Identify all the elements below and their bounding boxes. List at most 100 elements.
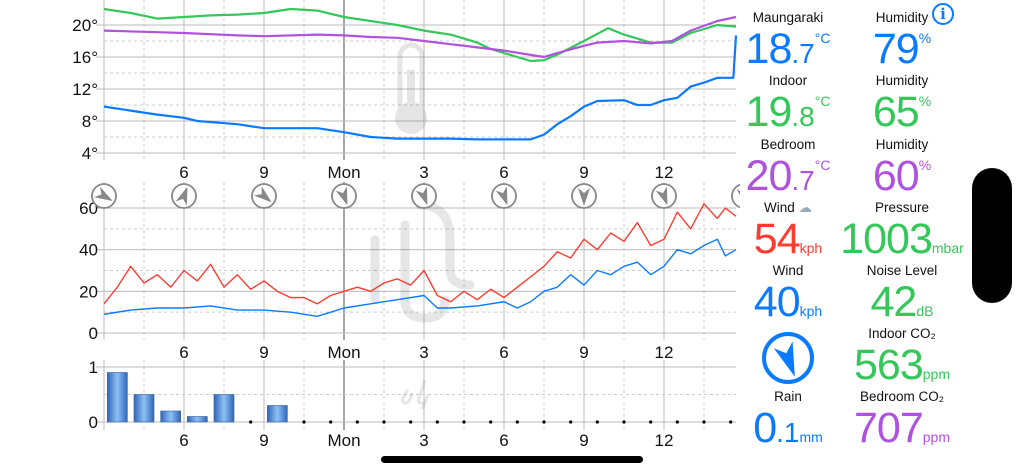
- x-tick-label: 6: [179, 431, 188, 450]
- rain-zero-dot: [435, 420, 439, 424]
- wind-series-blue: [103, 238, 737, 318]
- temp-series-green: [103, 7, 737, 63]
- y-tick-label: 0: [89, 324, 98, 343]
- reading-unit: kph: [799, 303, 823, 319]
- rain-zero-dot: [382, 420, 386, 424]
- x-tick-label: 6: [179, 343, 188, 362]
- reading-value: 18: [745, 25, 793, 73]
- reading-left-3[interactable]: Wind ☁ 54 kph: [738, 200, 838, 263]
- wind-direction-icon: [171, 183, 197, 209]
- y-tick-label: 0: [89, 413, 98, 432]
- reading-decimal: .8: [791, 101, 815, 132]
- reading-right-1[interactable]: Humidity 65%: [840, 73, 964, 136]
- reading-left-2[interactable]: Bedroom 20.7 °C: [738, 137, 838, 200]
- wind-direction-icon: [491, 183, 517, 209]
- reading-value: 40: [753, 278, 801, 326]
- reading-decimal: .7: [791, 165, 815, 196]
- x-tick-label: 9: [579, 431, 588, 450]
- reading-label: Indoor CO₂: [868, 326, 936, 341]
- rain-zero-dot: [302, 420, 306, 424]
- rain-bar: [133, 394, 155, 423]
- reading-value: 20: [745, 152, 793, 200]
- x-tick-label: Mon: [327, 431, 360, 450]
- reading-left-4[interactable]: Wind 40 kph: [738, 263, 838, 326]
- rain-zero-dot: [675, 420, 679, 424]
- reading-left-6[interactable]: Rain 0.1 mm: [738, 389, 838, 452]
- reading-value: 19: [745, 88, 793, 136]
- reading-left-5[interactable]: [738, 326, 838, 389]
- reading-unit: °C: [814, 93, 831, 109]
- weather-charts: 6 9 Mon 3 6 9 124°8°12°16°20°6 9 Mon 3 6 9 120204060…: [72, 0, 740, 450]
- temp-series-purple: [103, 15, 737, 59]
- wind-direction-icon: [251, 183, 277, 209]
- wind-direction-icon: [91, 183, 117, 209]
- thermometer-watermark-icon: [395, 42, 427, 134]
- rain-zero-dot: [355, 420, 359, 424]
- rain-watermark-icon: [401, 379, 430, 410]
- reading-label: Indoor: [768, 73, 808, 88]
- y-tick-label: 16°: [72, 48, 98, 67]
- reading-value: 79: [872, 25, 920, 73]
- rain-bar: [187, 416, 208, 423]
- rain-zero-dot: [409, 420, 413, 424]
- rain-zero-dot: [702, 420, 706, 424]
- x-tick-label: 9: [579, 163, 588, 182]
- x-tick-label: Mon: [327, 163, 360, 182]
- reading-label: Bedroom CO₂: [859, 389, 945, 404]
- reading-decimal: .1: [776, 417, 800, 448]
- x-tick-label: 6: [499, 163, 508, 182]
- reading-label: Humidity: [875, 10, 929, 25]
- reading-right-2[interactable]: Humidity 60%: [840, 137, 964, 200]
- reading-right-0[interactable]: Humidity 79%: [840, 10, 964, 73]
- y-tick-label: 4°: [82, 144, 98, 163]
- home-indicator[interactable]: [381, 456, 643, 463]
- reading-value: 60: [872, 152, 920, 200]
- x-tick-label: 3: [419, 343, 428, 362]
- reading-unit: %: [918, 30, 932, 46]
- reading-label: Humidity: [875, 73, 929, 88]
- rain-zero-dot: [329, 420, 333, 424]
- reading-unit: dB: [916, 303, 934, 319]
- reading-unit: ppm: [922, 429, 950, 445]
- wind-direction-icon: [651, 183, 677, 209]
- reading-unit: %: [918, 93, 932, 109]
- rain-bar: [267, 405, 288, 423]
- reading-right-4[interactable]: Noise Level 42 dB: [840, 263, 964, 326]
- reading-value: 0: [753, 404, 777, 452]
- reading-unit: %: [918, 157, 932, 173]
- rain-zero-dot: [462, 420, 466, 424]
- x-tick-label: Mon: [327, 343, 360, 362]
- reading-unit: °C: [814, 157, 831, 173]
- side-drag-handle[interactable]: [972, 168, 1012, 303]
- reading-left-1[interactable]: Indoor 19.8 °C: [738, 73, 838, 136]
- reading-value: 54: [753, 215, 801, 263]
- reading-right-3[interactable]: Pressure 1003 mbar: [840, 200, 964, 263]
- x-tick-label: 12: [655, 343, 674, 362]
- reading-left-0[interactable]: Maungaraki 18.7 °C: [738, 10, 838, 73]
- reading-label: Pressure: [874, 200, 930, 215]
- y-tick-label: 60: [79, 199, 98, 218]
- rain-zero-dot: [542, 420, 546, 424]
- rain-zero-dot: [595, 420, 599, 424]
- reading-unit: mm: [799, 429, 823, 445]
- reading-right-5[interactable]: Indoor CO₂ 563 ppm: [840, 326, 964, 389]
- reading-right-6[interactable]: Bedroom CO₂ 707 ppm: [840, 389, 964, 452]
- reading-unit: °C: [814, 30, 831, 46]
- x-tick-label: 3: [419, 163, 428, 182]
- x-tick-label: 12: [655, 431, 674, 450]
- rain-bar: [160, 410, 181, 423]
- rain-zero-dot: [622, 420, 626, 424]
- y-tick-label: 20: [79, 282, 98, 301]
- reading-unit: mbar: [931, 240, 964, 256]
- x-tick-label: 9: [259, 431, 268, 450]
- info-icon[interactable]: i: [932, 3, 954, 25]
- y-tick-label: 8°: [82, 112, 98, 131]
- rain-zero-dot: [649, 420, 653, 424]
- reading-value: 707: [854, 404, 924, 452]
- reading-value: 1003: [840, 215, 933, 263]
- reading-label: Maungaraki: [752, 10, 824, 25]
- rain-chart: 6 9 Mon 3 6 9 12 0 1: [89, 358, 736, 450]
- wind-series-red: [103, 203, 737, 305]
- reading-label: Wind: [772, 263, 804, 278]
- wind-direction-icon: [411, 183, 437, 209]
